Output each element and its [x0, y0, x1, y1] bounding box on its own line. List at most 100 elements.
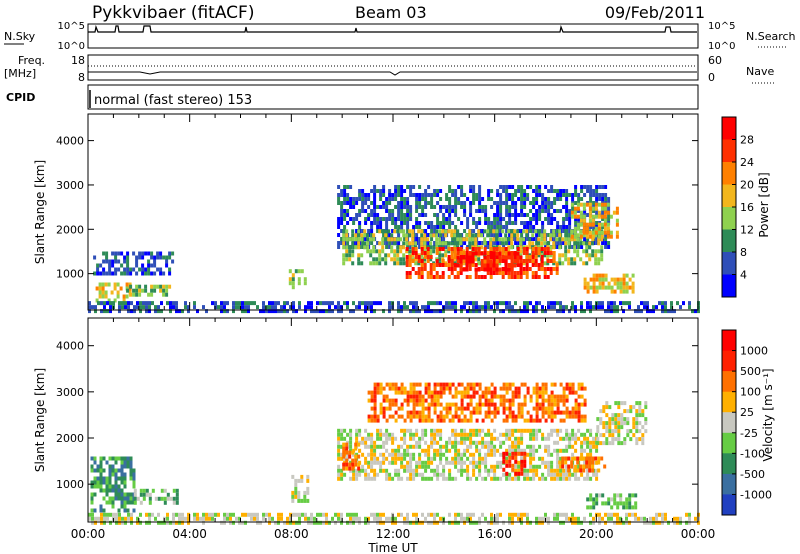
power-colorbar-swatch — [722, 184, 736, 208]
velocity-cell — [673, 520, 676, 525]
velocity-cell — [602, 425, 606, 430]
velocity-cell — [460, 436, 464, 441]
velocity-cell — [421, 472, 425, 477]
power-cell — [573, 257, 577, 262]
velocity-cell — [409, 520, 412, 525]
nave-tick-bottom: 0 — [708, 71, 715, 84]
power-cell — [619, 277, 623, 282]
power-cell — [396, 237, 400, 242]
power-cell — [474, 237, 478, 242]
power-cell — [358, 209, 362, 213]
power-cell — [594, 233, 598, 238]
velocity-cell — [481, 456, 485, 461]
power-cell — [168, 267, 172, 272]
power-cell — [484, 301, 487, 306]
power-cell — [478, 221, 482, 225]
velocity-cell — [588, 456, 592, 461]
power-cell — [519, 241, 523, 246]
velocity-cell — [529, 436, 533, 441]
power-cell — [168, 251, 172, 256]
power-cell — [634, 309, 637, 314]
velocity-cell — [505, 406, 509, 411]
power-cell — [99, 271, 103, 276]
power-cell — [456, 263, 460, 268]
power-cell — [400, 189, 404, 193]
velocity-cell — [562, 512, 565, 517]
velocity-cell — [394, 468, 398, 473]
velocity-cell — [117, 488, 121, 493]
power-cell — [427, 225, 431, 229]
velocity-cell — [91, 516, 94, 521]
velocity-cell — [579, 468, 583, 473]
power-cell — [499, 225, 503, 229]
velocity-cell — [466, 456, 470, 461]
velocity-cell — [617, 433, 621, 438]
power-cell — [165, 292, 169, 297]
power-cell — [547, 201, 551, 205]
velocity-cell — [644, 401, 648, 406]
velocity-cell — [175, 492, 179, 497]
velocity-cell — [448, 406, 452, 411]
power-cell — [588, 214, 592, 219]
velocity-cell — [608, 405, 612, 410]
power-cell — [603, 226, 607, 231]
velocity-cell — [349, 440, 353, 445]
velocity-cell — [502, 472, 506, 477]
velocity-cell — [385, 468, 389, 473]
power-cell — [528, 267, 532, 271]
power-cell — [498, 271, 502, 275]
power-cell — [241, 305, 244, 310]
power-cell — [107, 298, 111, 303]
power-cell — [472, 217, 476, 221]
velocity-cell — [451, 418, 455, 423]
velocity-cell — [520, 440, 524, 445]
velocity-cell — [602, 433, 606, 438]
power-cell — [408, 263, 412, 267]
velocity-cell — [99, 472, 103, 477]
noise-right-tick-top: 10^5 — [708, 21, 735, 32]
velocity-cell — [436, 476, 440, 481]
velocity-cell — [415, 464, 419, 469]
velocity-cell — [599, 421, 603, 426]
velocity-cell — [433, 432, 437, 437]
power-cell — [559, 241, 563, 245]
velocity-cell — [342, 462, 346, 467]
velocity-cell — [433, 516, 436, 521]
power-cell — [502, 189, 506, 193]
power-cell — [525, 275, 529, 279]
power-cell — [513, 263, 517, 268]
power-cell — [220, 305, 223, 310]
power-cell — [460, 193, 464, 197]
power-cell — [486, 259, 490, 264]
power-cell — [135, 292, 139, 297]
velocity-cell — [409, 382, 413, 387]
power-cell — [538, 205, 542, 209]
velocity-cell — [406, 464, 410, 469]
velocity-cell — [348, 462, 352, 467]
velocity-cell — [511, 516, 514, 521]
power-cell — [104, 290, 108, 295]
velocity-cell — [538, 394, 542, 399]
power-cell — [442, 213, 446, 217]
power-cell — [541, 305, 544, 310]
velocity-cell — [556, 472, 560, 477]
velocity-cell — [529, 428, 533, 433]
velocity-cell — [361, 440, 365, 445]
velocity-cell — [132, 480, 136, 485]
velocity-cell — [90, 492, 94, 497]
power-colorbar-swatch — [722, 162, 736, 185]
velocity-cell — [577, 406, 581, 411]
power-cell — [520, 209, 524, 213]
power-cell — [369, 253, 373, 258]
velocity-cell — [463, 418, 467, 423]
power-cell — [453, 237, 457, 242]
velocity-cell — [511, 410, 515, 415]
velocity-cell — [306, 486, 310, 491]
power-cell — [459, 259, 463, 264]
power-cell — [372, 257, 376, 262]
velocity-cell — [448, 402, 452, 407]
power-cell — [601, 305, 604, 310]
velocity-cell — [544, 406, 548, 411]
power-cell — [438, 247, 442, 251]
